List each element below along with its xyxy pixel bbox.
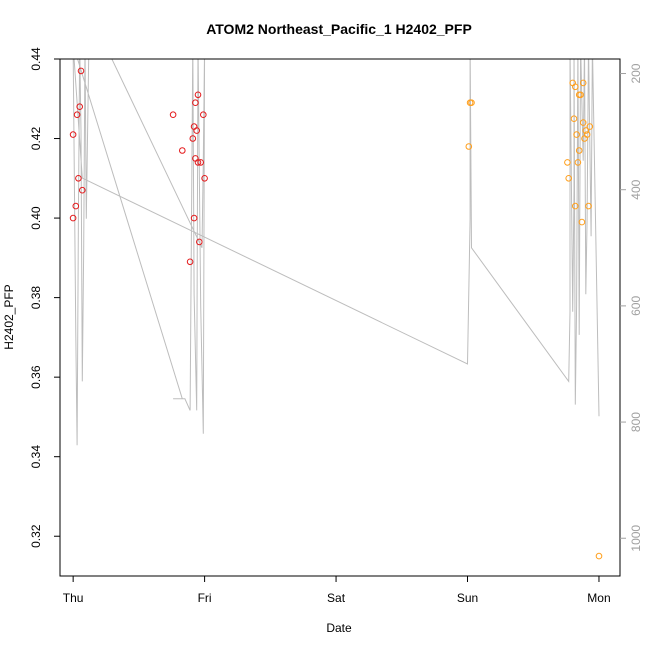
data-point	[186, 258, 194, 266]
data-point	[169, 111, 177, 118]
data-point	[189, 135, 197, 142]
data-point	[201, 175, 208, 182]
data-point	[75, 175, 82, 182]
data-point	[200, 111, 207, 118]
y-tick-label: 0.38	[29, 286, 43, 310]
data-point	[465, 143, 473, 150]
data-point	[573, 131, 580, 138]
data-point	[585, 202, 592, 210]
data-point	[197, 159, 204, 166]
x-axis-label: Date	[326, 621, 352, 635]
data-point	[194, 91, 202, 99]
data-point	[468, 99, 475, 106]
altitude-profile-line	[72, 59, 600, 446]
y-tick-label: 0.40	[29, 206, 43, 230]
y2-tick-label: 200	[629, 63, 643, 83]
data-point	[194, 159, 202, 166]
data-point	[570, 115, 578, 122]
chart-title: ATOM2 Northeast_Pacific_1 H2402_PFP	[206, 21, 472, 37]
data-point	[583, 131, 591, 138]
x-tick-label: Thu	[63, 591, 84, 605]
x-tick-label: Sat	[327, 591, 346, 605]
data-point	[586, 123, 594, 130]
data-point	[565, 175, 573, 182]
data-point	[77, 67, 85, 75]
data-point	[196, 238, 203, 246]
y2-tick-label: 400	[629, 179, 643, 199]
data-point	[79, 186, 86, 194]
data-point	[72, 202, 80, 210]
y-axis: 0.32 0.34 0.36 0.38 0.40 0.42 0.44	[29, 47, 60, 548]
x-tick-label: Sun	[457, 591, 478, 605]
data-points-layer	[69, 67, 603, 560]
data-point	[76, 103, 83, 110]
data-point	[582, 127, 590, 134]
data-point	[192, 99, 199, 106]
data-point	[577, 91, 584, 99]
data-point	[574, 159, 582, 166]
x-axis: Thu Fri Sat Sun Mon	[63, 576, 611, 605]
data-point	[578, 218, 586, 226]
data-point	[73, 111, 81, 118]
y-tick-label: 0.44	[29, 47, 43, 71]
data-point	[564, 159, 571, 166]
x-tick-label: Mon	[587, 591, 610, 605]
y2-axis: 200 400 600 800 1000	[620, 63, 643, 552]
data-point	[69, 131, 77, 138]
plot-frame	[59, 58, 621, 577]
y-axis-label: H2402_PFP	[2, 284, 16, 349]
data-point	[179, 147, 186, 154]
data-point	[579, 119, 587, 126]
y2-tick-label: 1000	[629, 525, 643, 552]
x-tick-label: Fri	[198, 591, 212, 605]
y2-tick-label: 600	[629, 296, 643, 316]
data-point	[572, 83, 579, 91]
y-tick-label: 0.32	[29, 524, 43, 548]
data-point	[575, 147, 583, 154]
altitude-profile-layer	[72, 59, 600, 446]
y-tick-label: 0.36	[29, 365, 43, 389]
data-point	[572, 202, 579, 210]
data-point	[579, 79, 587, 87]
data-point	[69, 214, 77, 222]
y-tick-label: 0.34	[29, 445, 43, 469]
data-point	[595, 552, 603, 560]
y-tick-label: 0.42	[29, 127, 43, 151]
data-point	[190, 214, 198, 222]
data-point	[193, 127, 200, 134]
y2-tick-label: 800	[629, 412, 643, 432]
